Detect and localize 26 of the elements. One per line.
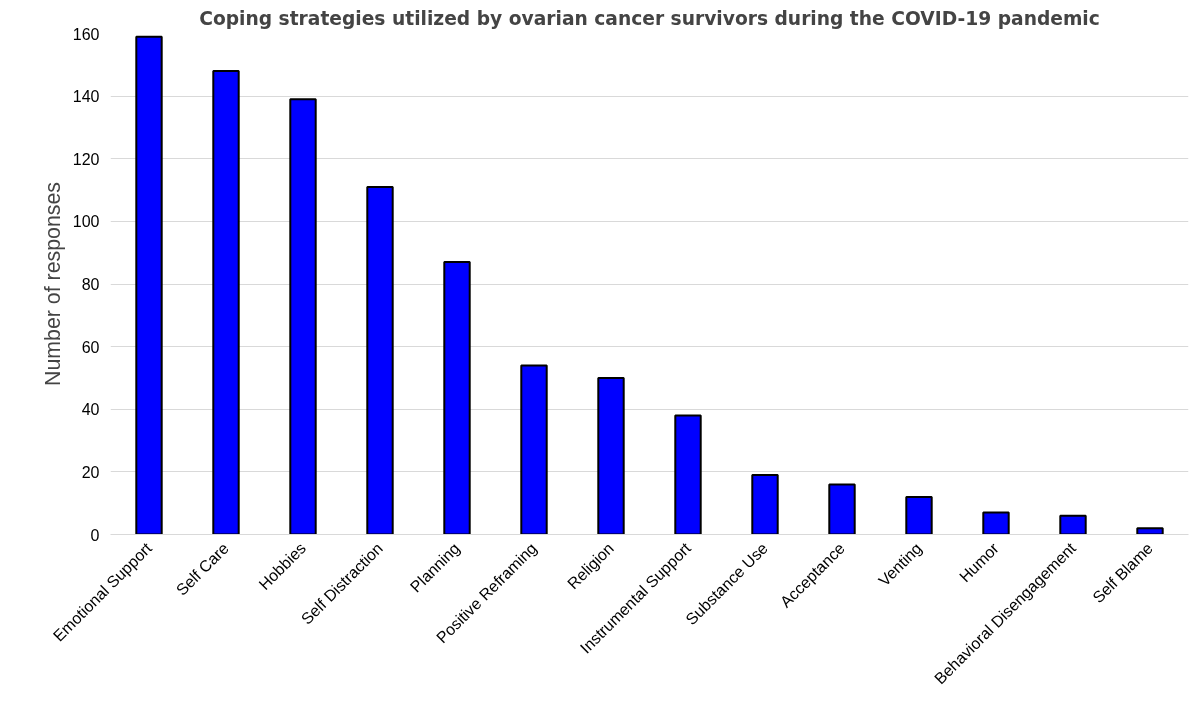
- chart-title: Coping strategies utilized by ovarian cancer survivors during the COVID-19 pandemic: [199, 7, 1100, 29]
- y-tick-label: 80: [81, 276, 100, 293]
- y-tick-label: 100: [72, 213, 100, 231]
- y-tick-label: 160: [72, 25, 100, 43]
- bar: [520, 364, 548, 535]
- y-axis-title: Number of responses: [40, 182, 65, 386]
- bar: [828, 483, 856, 535]
- bar: [905, 495, 933, 535]
- bar: [135, 35, 163, 535]
- y-tick-label: 140: [72, 88, 100, 106]
- y-tick-label: 60: [81, 338, 100, 356]
- x-tick-label: Self Care: [172, 539, 233, 599]
- bar: [289, 98, 317, 535]
- y-tick-label: 0: [90, 526, 100, 544]
- bar: [597, 376, 625, 535]
- bar: [751, 474, 779, 535]
- bar: [1136, 527, 1164, 535]
- bar: [212, 70, 240, 535]
- bar: [443, 261, 471, 535]
- bar: [674, 414, 702, 535]
- bar: [1059, 514, 1087, 535]
- y-tick-label: 120: [72, 150, 100, 168]
- y-tick-label: 20: [81, 463, 100, 481]
- bar: [366, 185, 394, 535]
- y-tick-label: 40: [81, 401, 100, 419]
- bar: [982, 511, 1010, 535]
